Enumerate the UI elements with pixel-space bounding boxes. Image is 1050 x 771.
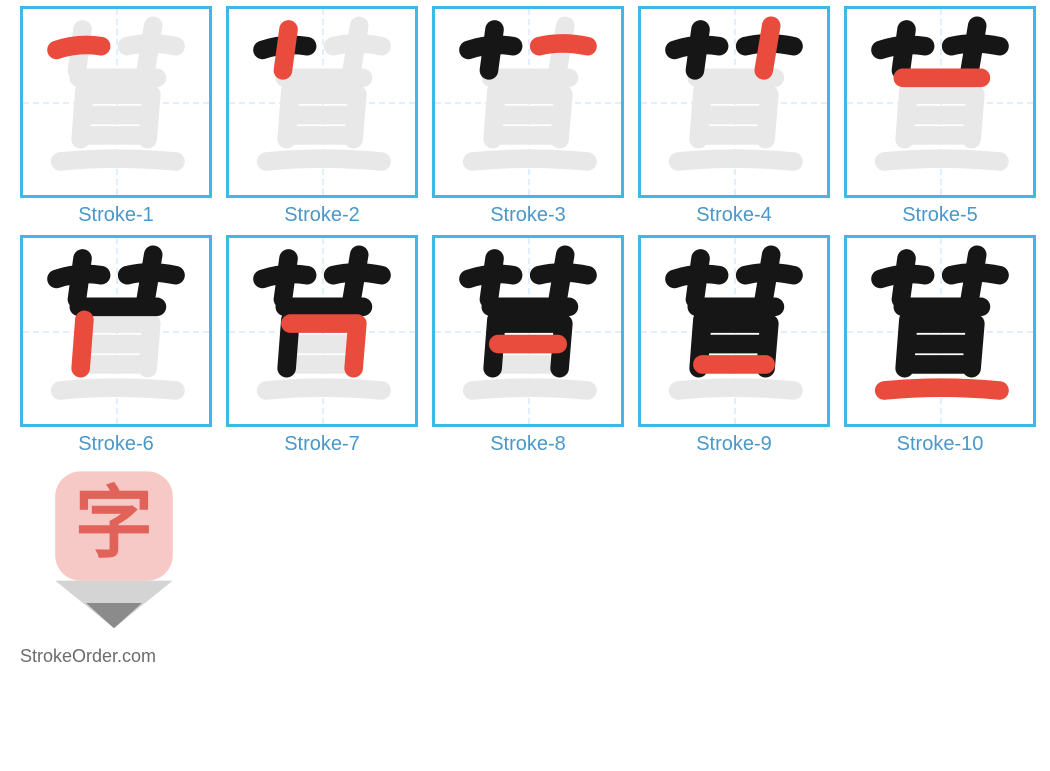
- stroke-tile: [226, 6, 418, 198]
- stroke-cell: Stroke-7: [226, 235, 418, 456]
- stroke-cell: Stroke-9: [638, 235, 830, 456]
- stroke-label: Stroke-3: [490, 204, 566, 227]
- stroke-cell: Stroke-3: [432, 6, 624, 227]
- stroke-cell: Stroke-8: [432, 235, 624, 456]
- stroke-tile: [432, 235, 624, 427]
- stroke-glyph: [23, 9, 209, 195]
- stroke-glyph: [641, 238, 827, 424]
- stroke-glyph: [847, 238, 1033, 424]
- stroke-cell: Stroke-1: [20, 6, 212, 227]
- stroke-glyph: [847, 9, 1033, 195]
- svg-text:字: 字: [75, 479, 153, 567]
- stroke-glyph: [641, 9, 827, 195]
- stroke-glyph: [435, 9, 621, 195]
- site-logo: 字: [44, 462, 184, 632]
- stroke-tile: [226, 235, 418, 427]
- stroke-label: Stroke-9: [696, 433, 772, 456]
- stroke-label: Stroke-8: [490, 433, 566, 456]
- stroke-tile: [844, 235, 1036, 427]
- logo-row: 字: [20, 456, 1030, 632]
- stroke-glyph: [23, 238, 209, 424]
- stroke-glyph: [229, 9, 415, 195]
- stroke-cell: Stroke-10: [844, 235, 1036, 456]
- stroke-cell: Stroke-4: [638, 6, 830, 227]
- stroke-label: Stroke-10: [897, 433, 984, 456]
- stroke-cell: Stroke-6: [20, 235, 212, 456]
- stroke-tile: [638, 235, 830, 427]
- stroke-label: Stroke-6: [78, 433, 154, 456]
- stroke-cell: Stroke-5: [844, 6, 1036, 227]
- stroke-tile: [432, 6, 624, 198]
- stroke-label: Stroke-2: [284, 204, 360, 227]
- stroke-glyph: [435, 238, 621, 424]
- stroke-label: Stroke-4: [696, 204, 772, 227]
- stroke-tile: [20, 235, 212, 427]
- stroke-label: Stroke-1: [78, 204, 154, 227]
- stroke-grid: Stroke-1 Stroke-2 Stroke-3 Stroke-4 Stro…: [20, 6, 1030, 456]
- stroke-glyph: [229, 238, 415, 424]
- logo-icon: 字: [44, 462, 184, 632]
- stroke-cell: Stroke-2: [226, 6, 418, 227]
- stroke-tile: [638, 6, 830, 198]
- stroke-tile: [844, 6, 1036, 198]
- stroke-tile: [20, 6, 212, 198]
- stroke-label: Stroke-5: [902, 204, 978, 227]
- watermark-text: StrokeOrder.com: [20, 646, 1030, 667]
- stroke-label: Stroke-7: [284, 433, 360, 456]
